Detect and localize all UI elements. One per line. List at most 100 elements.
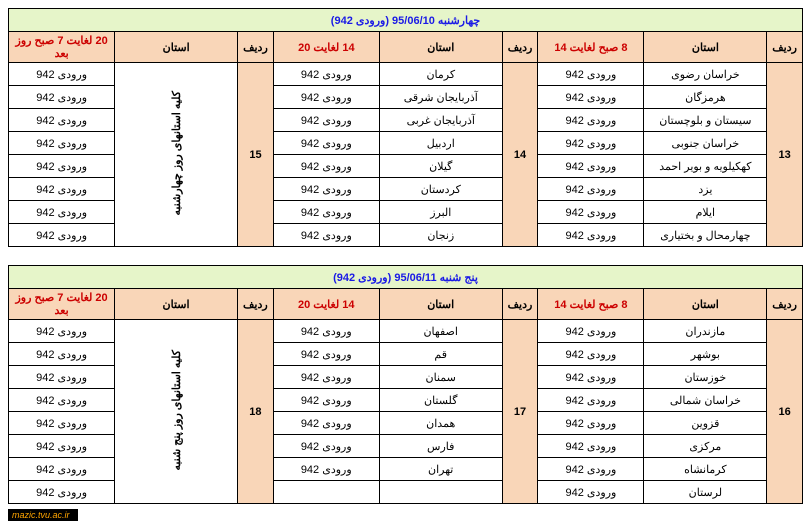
entry-cell: ورودی 942	[538, 343, 644, 366]
province-cell: سمنان	[379, 366, 502, 389]
entry-cell: ورودی 942	[538, 224, 644, 247]
province-cell: کردستان	[379, 178, 502, 201]
province-cell: فارس	[379, 435, 502, 458]
table-row: 13خراسان رضویورودی 94214کرمانورودی 94215…	[9, 63, 803, 86]
entry-cell	[273, 481, 379, 504]
entry-cell: ورودی 942	[538, 63, 644, 86]
province-cell: لرستان	[644, 481, 767, 504]
province-cell: کرمانشاه	[644, 458, 767, 481]
province-cell: خراسان جنوبی	[644, 132, 767, 155]
entry-cell: ورودی 942	[273, 224, 379, 247]
entry-cell: ورودی 942	[9, 389, 115, 412]
schedule-table-0: چهارشنبه 95/06/10 (ورودی 942)ردیفاستان8 …	[8, 8, 803, 247]
hdr-prov-b: استان	[379, 289, 502, 320]
province-cell: مازندران	[644, 320, 767, 343]
province-cell: ایلام	[644, 201, 767, 224]
province-cell: کرمان	[379, 63, 502, 86]
entry-cell: ورودی 942	[9, 481, 115, 504]
province-cell: کهکیلویه و بویر احمد	[644, 155, 767, 178]
province-cell: گیلان	[379, 155, 502, 178]
hdr-idx-a: ردیف	[767, 289, 803, 320]
province-cell: زنجان	[379, 224, 502, 247]
entry-cell: ورودی 942	[538, 109, 644, 132]
entry-cell: ورودی 942	[273, 389, 379, 412]
entry-cell: ورودی 942	[538, 201, 644, 224]
hdr-idx-c: ردیف	[237, 289, 273, 320]
hdr-time-a: 8 صبح لغایت 14	[538, 32, 644, 63]
province-cell: خوزستان	[644, 366, 767, 389]
province-cell: هرمزگان	[644, 86, 767, 109]
entry-cell: ورودی 942	[9, 155, 115, 178]
entry-cell: ورودی 942	[9, 132, 115, 155]
entry-cell: ورودی 942	[273, 435, 379, 458]
entry-cell: ورودی 942	[538, 481, 644, 504]
big-index-a: 13	[767, 63, 803, 247]
entry-cell: ورودی 942	[273, 63, 379, 86]
province-cell: یزد	[644, 178, 767, 201]
entry-cell: ورودی 942	[9, 320, 115, 343]
entry-cell: ورودی 942	[538, 320, 644, 343]
entry-cell: ورودی 942	[538, 458, 644, 481]
table-row: 16مازندرانورودی 94217اصفهانورودی 94218کل…	[9, 320, 803, 343]
tables-container: چهارشنبه 95/06/10 (ورودی 942)ردیفاستان8 …	[8, 8, 803, 504]
entry-cell: ورودی 942	[273, 155, 379, 178]
province-cell: آذربایجان شرقی	[379, 86, 502, 109]
watermark-label: mazic.tvu.ac.ir	[8, 509, 78, 521]
province-cell: سیستان و بلوچستان	[644, 109, 767, 132]
entry-cell: ورودی 942	[538, 435, 644, 458]
entry-cell: ورودی 942	[9, 201, 115, 224]
province-cell: همدان	[379, 412, 502, 435]
entry-cell: ورودی 942	[273, 86, 379, 109]
hdr-idx-a: ردیف	[767, 32, 803, 63]
entry-cell: ورودی 942	[9, 366, 115, 389]
hdr-time-c: 20 لغایت 7 صبح روز بعد	[9, 289, 115, 320]
entry-cell: ورودی 942	[538, 132, 644, 155]
hdr-time-c: 20 لغایت 7 صبح روز بعد	[9, 32, 115, 63]
entry-cell: ورودی 942	[273, 412, 379, 435]
entry-cell: ورودی 942	[538, 86, 644, 109]
province-cell: خراسان شمالی	[644, 389, 767, 412]
province-cell: مرکزی	[644, 435, 767, 458]
entry-cell: ورودی 942	[273, 178, 379, 201]
hdr-prov-a: استان	[644, 32, 767, 63]
all-provinces-label: کلیه استانهای روز پنج شنبه	[115, 320, 238, 504]
hdr-prov-b: استان	[379, 32, 502, 63]
entry-cell: ورودی 942	[538, 178, 644, 201]
schedule-table-1: پنج شنبه 95/06/11 (ورودی 942)ردیفاستان8 …	[8, 265, 803, 504]
entry-cell: ورودی 942	[9, 86, 115, 109]
entry-cell: ورودی 942	[538, 389, 644, 412]
province-cell: قم	[379, 343, 502, 366]
hdr-time-a: 8 صبح لغایت 14	[538, 289, 644, 320]
entry-cell: ورودی 942	[9, 178, 115, 201]
province-cell: اصفهان	[379, 320, 502, 343]
entry-cell: ورودی 942	[9, 63, 115, 86]
province-cell: قزوین	[644, 412, 767, 435]
province-cell: تهران	[379, 458, 502, 481]
hdr-prov-a: استان	[644, 289, 767, 320]
big-index-b: 14	[502, 63, 538, 247]
hdr-idx-c: ردیف	[238, 32, 274, 63]
hdr-prov-c: استان	[115, 32, 238, 63]
province-cell	[379, 481, 502, 504]
hdr-time-b: 14 لغایت 20	[273, 32, 379, 63]
entry-cell: ورودی 942	[9, 343, 115, 366]
hdr-idx-b: ردیف	[502, 32, 538, 63]
province-cell: چهارمحال و بختیاری	[644, 224, 767, 247]
entry-cell: ورودی 942	[538, 412, 644, 435]
entry-cell: ورودی 942	[9, 109, 115, 132]
entry-cell: ورودی 942	[273, 109, 379, 132]
entry-cell: ورودی 942	[538, 155, 644, 178]
hdr-time-b: 14 لغایت 20	[273, 289, 379, 320]
entry-cell: ورودی 942	[9, 412, 115, 435]
entry-cell: ورودی 942	[273, 366, 379, 389]
entry-cell: ورودی 942	[273, 343, 379, 366]
province-cell: البرز	[379, 201, 502, 224]
province-cell: آذربایجان غربی	[379, 109, 502, 132]
province-cell: اردبیل	[379, 132, 502, 155]
watermark-text: mazic.tvu.ac.ir	[12, 510, 70, 520]
entry-cell: ورودی 942	[273, 458, 379, 481]
entry-cell: ورودی 942	[273, 201, 379, 224]
entry-cell: ورودی 942	[273, 132, 379, 155]
entry-cell: ورودی 942	[9, 224, 115, 247]
table-title: چهارشنبه 95/06/10 (ورودی 942)	[9, 9, 803, 32]
